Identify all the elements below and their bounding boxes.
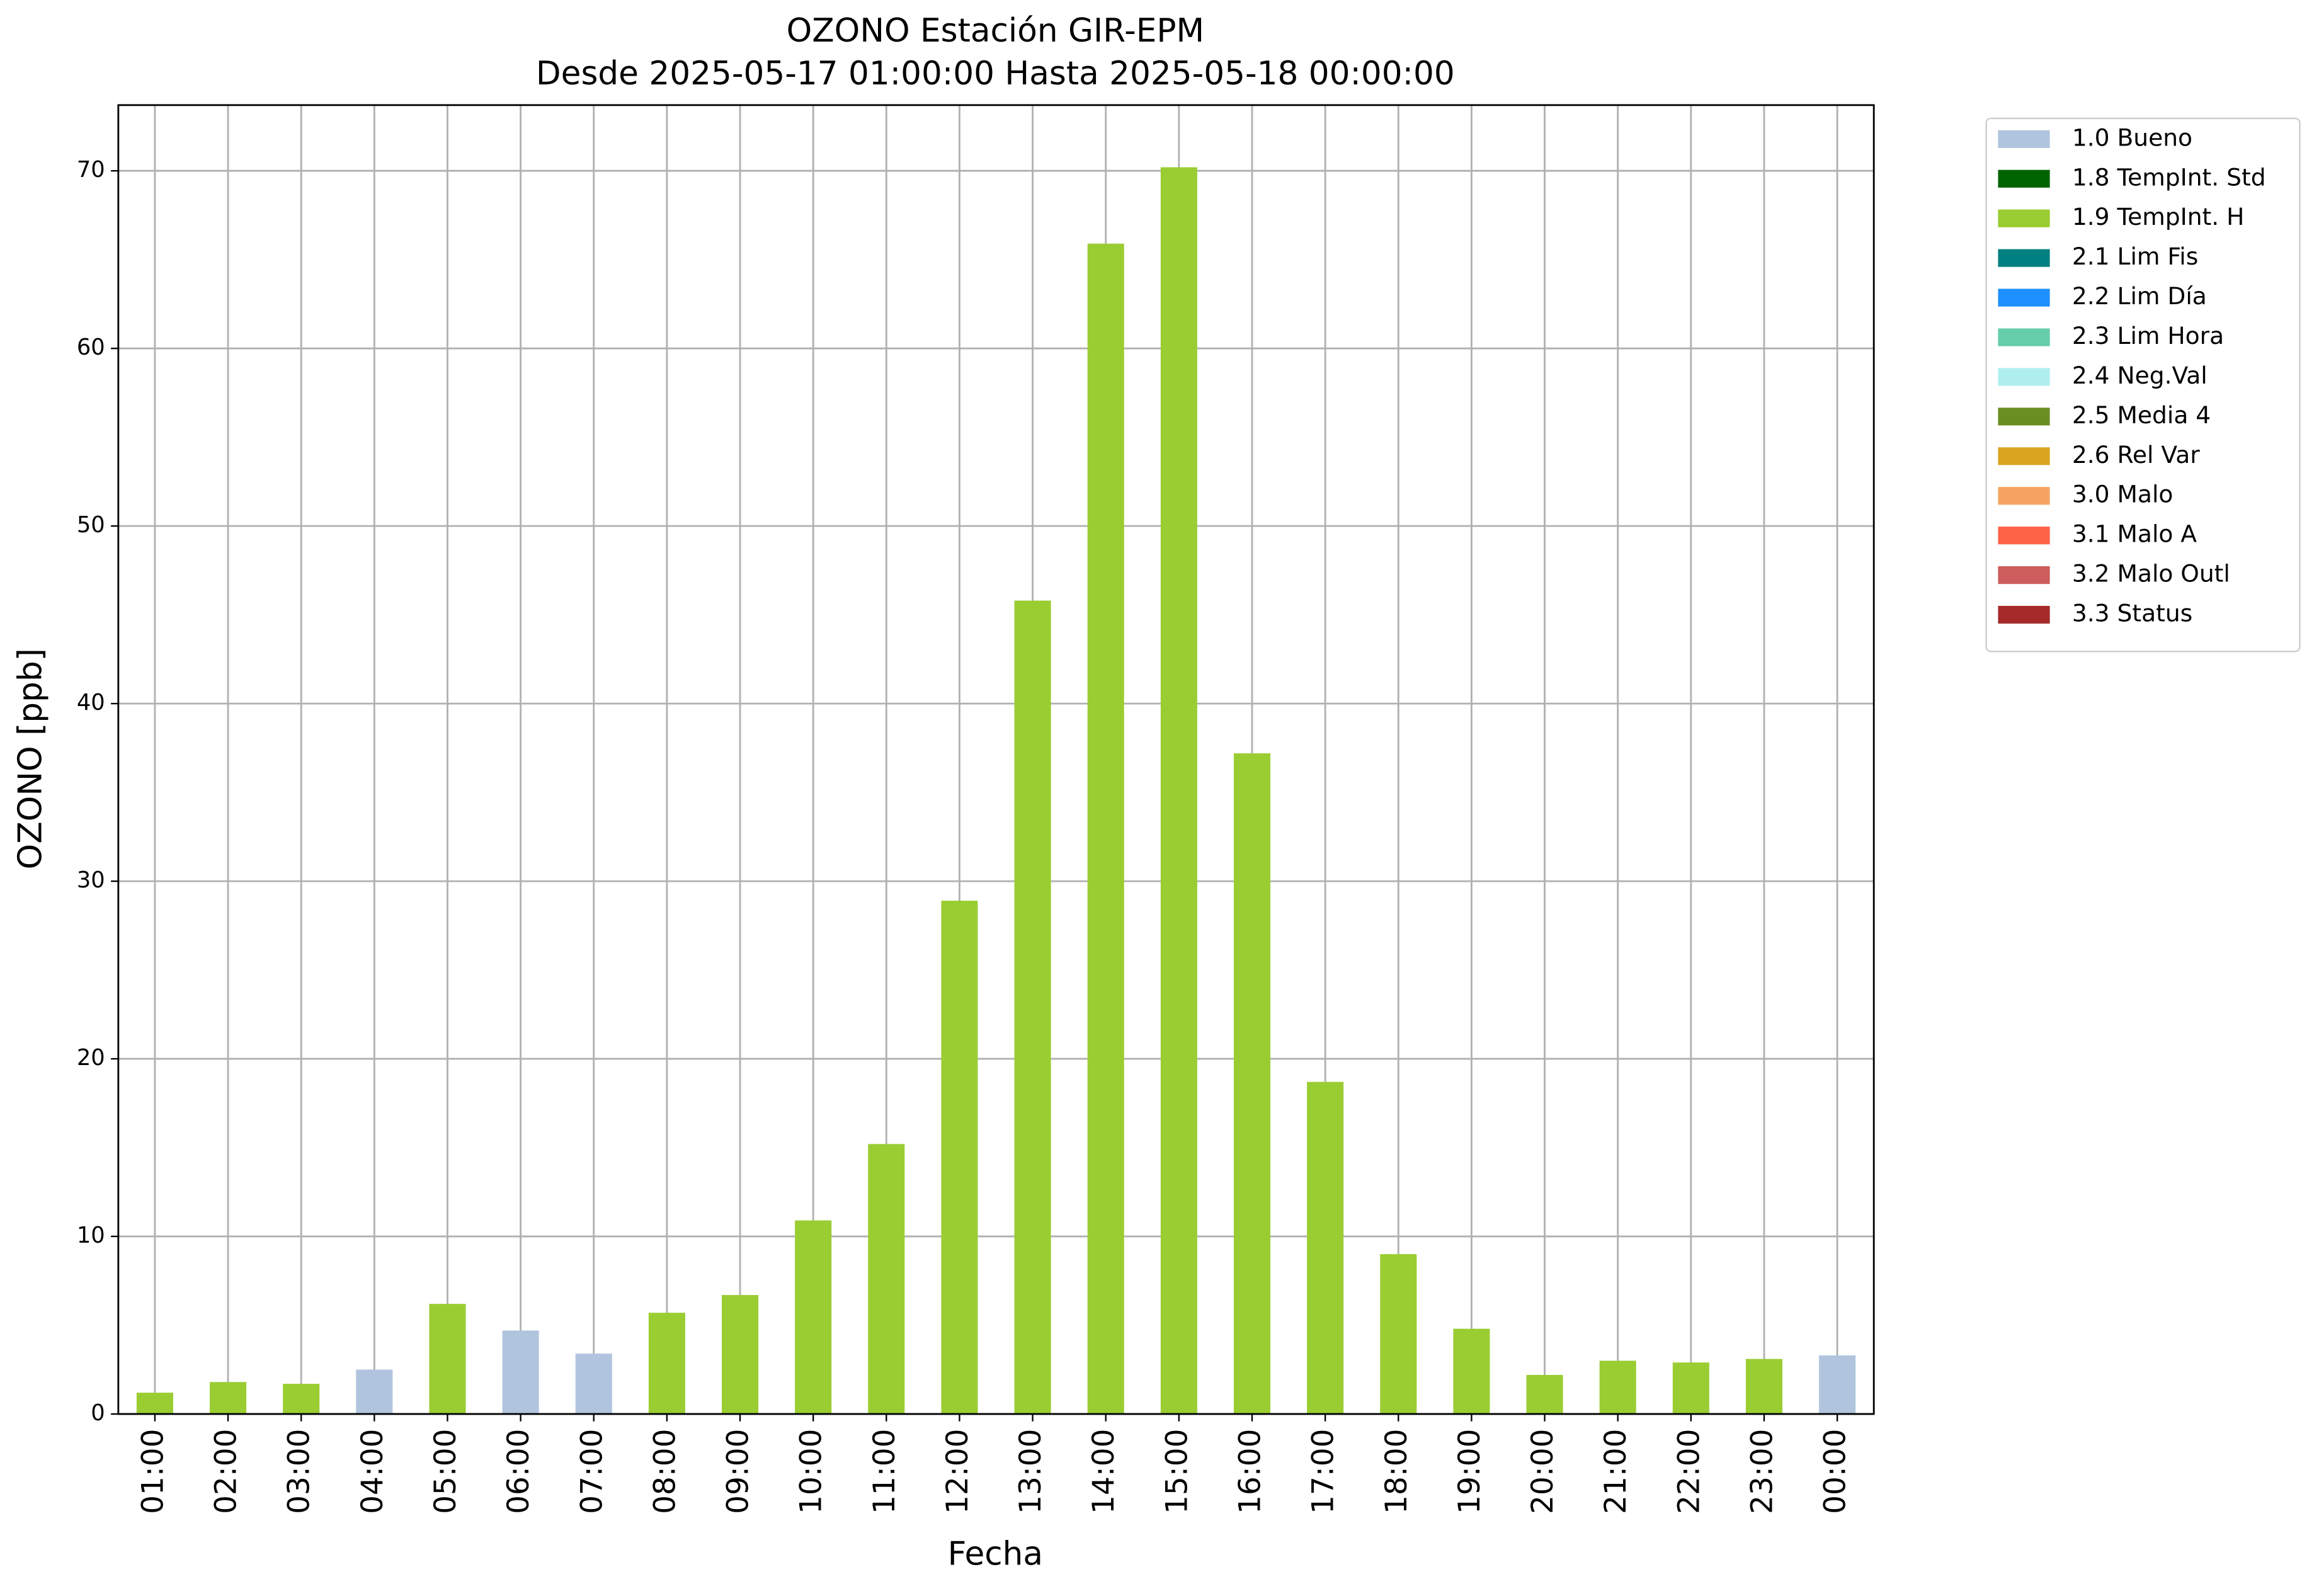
chart-title: OZONO Estación GIR-EPM — [787, 12, 1204, 50]
legend-swatch — [1998, 249, 2050, 267]
bar — [1745, 1359, 1783, 1415]
y-tick-label: 10 — [77, 1223, 105, 1248]
y-tick-label: 0 — [91, 1400, 105, 1426]
bar — [1599, 1360, 1636, 1415]
bar — [356, 1369, 393, 1415]
legend-swatch — [1998, 487, 2050, 505]
x-tick-label: 20:00 — [1525, 1429, 1560, 1514]
legend-swatch — [1998, 130, 2050, 148]
bar — [1819, 1355, 1856, 1415]
y-tick-label: 70 — [77, 157, 105, 183]
chart-subtitle: Desde 2025-05-17 01:00:00 Hasta 2025-05-… — [536, 55, 1455, 93]
legend-label: 2.2 Lim Día — [2072, 282, 2207, 310]
y-tick-label: 30 — [77, 867, 105, 893]
bar — [648, 1313, 685, 1415]
x-tick-label: 12:00 — [940, 1429, 975, 1514]
legend-box — [1985, 117, 2301, 653]
bar — [795, 1220, 832, 1415]
legend-label: 2.4 Neg.Val — [2072, 362, 2208, 389]
bar — [1672, 1362, 1709, 1415]
legend-label: 3.0 Malo — [2072, 481, 2174, 508]
x-tick-label: 09:00 — [721, 1429, 756, 1514]
legend-swatch — [1998, 368, 2050, 386]
legend-swatch — [1998, 566, 2050, 584]
x-tick-label: 23:00 — [1745, 1429, 1779, 1514]
bar — [429, 1304, 466, 1415]
legend-label: 1.0 Bueno — [2072, 123, 2192, 151]
x-tick-label: 02:00 — [209, 1429, 244, 1514]
y-tick-label: 60 — [77, 334, 105, 360]
bar — [941, 901, 978, 1415]
bar — [868, 1144, 905, 1415]
legend-label: 2.5 Media 4 — [2072, 401, 2211, 429]
x-tick-label: 01:00 — [135, 1429, 170, 1514]
legend-swatch — [1998, 288, 2050, 307]
x-tick-label: 22:00 — [1672, 1429, 1706, 1514]
x-tick-label: 11:00 — [867, 1429, 902, 1514]
legend-swatch — [1998, 447, 2050, 465]
bar — [1087, 243, 1124, 1415]
x-tick-label: 16:00 — [1233, 1429, 1268, 1514]
y-tick-label: 20 — [77, 1045, 105, 1071]
bar — [722, 1295, 759, 1415]
x-tick-label: 21:00 — [1598, 1429, 1633, 1514]
legend-label: 2.6 Rel Var — [2072, 441, 2200, 469]
legend-swatch — [1998, 605, 2050, 624]
bar — [283, 1384, 320, 1415]
x-tick-label: 18:00 — [1379, 1429, 1414, 1514]
x-tick-label: 05:00 — [428, 1429, 463, 1514]
bar — [1233, 753, 1271, 1415]
x-tick-label: 10:00 — [794, 1429, 829, 1514]
bar — [502, 1330, 539, 1415]
legend-label: 3.3 Status — [2072, 600, 2192, 627]
bar — [1380, 1254, 1417, 1415]
plot-frame — [117, 104, 1875, 1415]
x-tick-label: 13:00 — [1013, 1429, 1048, 1514]
y-tick-label: 40 — [77, 690, 105, 715]
bar — [210, 1382, 247, 1415]
legend-label: 3.1 Malo A — [2072, 520, 2197, 548]
legend-swatch — [1998, 328, 2050, 346]
bar — [1014, 600, 1051, 1415]
x-tick-label: 04:00 — [355, 1429, 390, 1514]
legend-label: 1.8 TempInt. Std — [2072, 163, 2266, 191]
x-tick-label: 19:00 — [1452, 1429, 1487, 1514]
legend-swatch — [1998, 408, 2050, 426]
x-tick-label: 14:00 — [1086, 1429, 1121, 1514]
bar — [1307, 1081, 1344, 1415]
x-tick-label: 17:00 — [1306, 1429, 1341, 1514]
bar — [1453, 1328, 1490, 1415]
x-tick-label: 15:00 — [1160, 1429, 1194, 1514]
legend-label: 1.9 TempInt. H — [2072, 203, 2245, 231]
x-tick-label: 00:00 — [1818, 1429, 1853, 1514]
legend-swatch — [1998, 209, 2050, 227]
legend-swatch — [1998, 169, 2050, 188]
x-tick-label: 08:00 — [647, 1429, 682, 1514]
x-tick-label: 03:00 — [282, 1429, 317, 1514]
x-axis-label: Fecha — [948, 1535, 1043, 1573]
legend-swatch — [1998, 527, 2050, 545]
y-axis-label: OZONO [ppb] — [12, 648, 50, 869]
legend-label: 2.1 Lim Fis — [2072, 242, 2198, 270]
legend-label: 2.3 Lim Hora — [2072, 322, 2224, 350]
bar — [136, 1393, 173, 1415]
y-tick-label: 50 — [77, 512, 105, 538]
x-tick-label: 06:00 — [501, 1429, 536, 1514]
bar — [1526, 1374, 1563, 1415]
bar — [1160, 167, 1197, 1415]
legend-label: 3.2 Malo Outl — [2072, 560, 2230, 588]
x-tick-label: 07:00 — [574, 1429, 609, 1514]
bar — [575, 1354, 612, 1415]
